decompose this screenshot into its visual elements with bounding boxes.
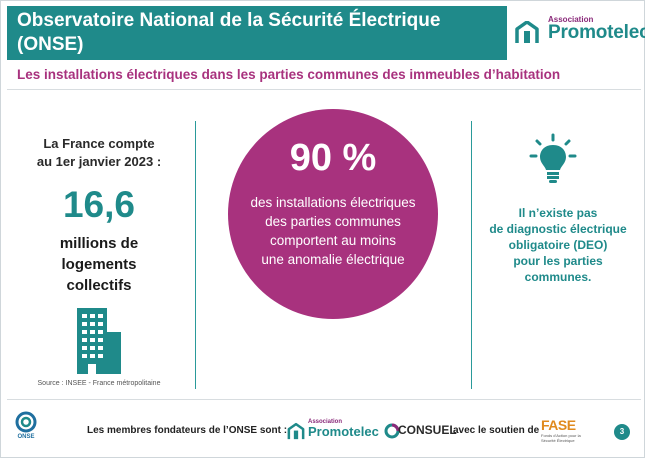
promotelec-footer-assoc: Association (308, 419, 343, 425)
housing-label-line: millions de (59, 235, 139, 252)
column-divider (471, 121, 472, 389)
onse-logo: ONSE (13, 411, 39, 441)
anomaly-description: des installations électriques des partie… (228, 193, 438, 269)
deo-statement: Il n’existe pas de diagnostic électrique… (479, 205, 637, 285)
section-title: Les installations électriques dans les p… (17, 67, 561, 82)
deo-line: communes. (524, 270, 592, 284)
housing-label-line: collectifs (66, 277, 132, 294)
support-text: avec le soutien de (453, 425, 540, 436)
left-intro-line: au 1er janvier 2023 : (36, 154, 162, 169)
housing-label: millions de logements collectifs (11, 233, 187, 296)
deo-line: obligatoire (DEO) (508, 238, 608, 252)
column-divider (195, 121, 196, 389)
promotelec-footer-name: Promotelec (308, 424, 379, 439)
promotelec-mark-icon (515, 21, 539, 43)
divider (7, 399, 641, 400)
consuel-name: CONSUEL (398, 423, 457, 437)
deo-line: Il n’existe pas (518, 206, 598, 220)
fase-subtitle: Fonds d'Action pour la Sécurité Électriq… (541, 433, 581, 443)
promotelec-footer-logo: Association Promotelec (286, 419, 382, 443)
anomaly-percent: 90 % (289, 137, 377, 179)
anomaly-desc-line: des installations électriques (250, 195, 416, 210)
promotelec-logo: Association Promotelec (513, 13, 645, 47)
stat-circle: 90 % des installations électriques des p… (228, 109, 438, 319)
source-note: Source : INSEE - France métropolitaine (37, 380, 161, 387)
left-intro: La France compte au 1er janvier 2023 : (11, 135, 187, 171)
fase-logo: FASE Fonds d'Action pour la Sécurité Éle… (541, 417, 581, 445)
page-title: Observatoire National de la Sécurité Éle… (17, 10, 441, 55)
divider (7, 89, 641, 90)
page-subtitle: Baromètre 2024 (17, 59, 145, 78)
onse-mark-icon (15, 411, 37, 433)
page-number: 3 (614, 424, 630, 440)
lightbulb-icon (529, 133, 577, 183)
fase-name: FASE (541, 417, 576, 433)
housing-label-line: logements (61, 256, 137, 273)
anomaly-desc-line: des parties communes (265, 214, 401, 229)
members-text: Les membres fondateurs de l’ONSE sont : (87, 425, 288, 436)
onse-label: ONSE (17, 434, 35, 440)
promotelec-assoc-label: Association (548, 15, 594, 24)
anomaly-desc-line: une anomalie électrique (261, 252, 405, 267)
deo-line: de diagnostic électrique (489, 222, 627, 236)
left-intro-line: La France compte (43, 136, 155, 151)
header-banner: Observatoire National de la Sécurité Éle… (7, 6, 507, 78)
promotelec-name: Promotelec (548, 22, 645, 43)
housing-count: 16,6 (62, 184, 135, 225)
anomaly-desc-line: comportent au moins (269, 233, 397, 248)
promotelec-mark-icon (287, 422, 305, 440)
building-icon (77, 308, 121, 374)
consuel-mark-icon (384, 423, 400, 439)
consuel-logo: CONSUEL (384, 421, 457, 441)
deo-line: pour les parties (513, 254, 603, 268)
